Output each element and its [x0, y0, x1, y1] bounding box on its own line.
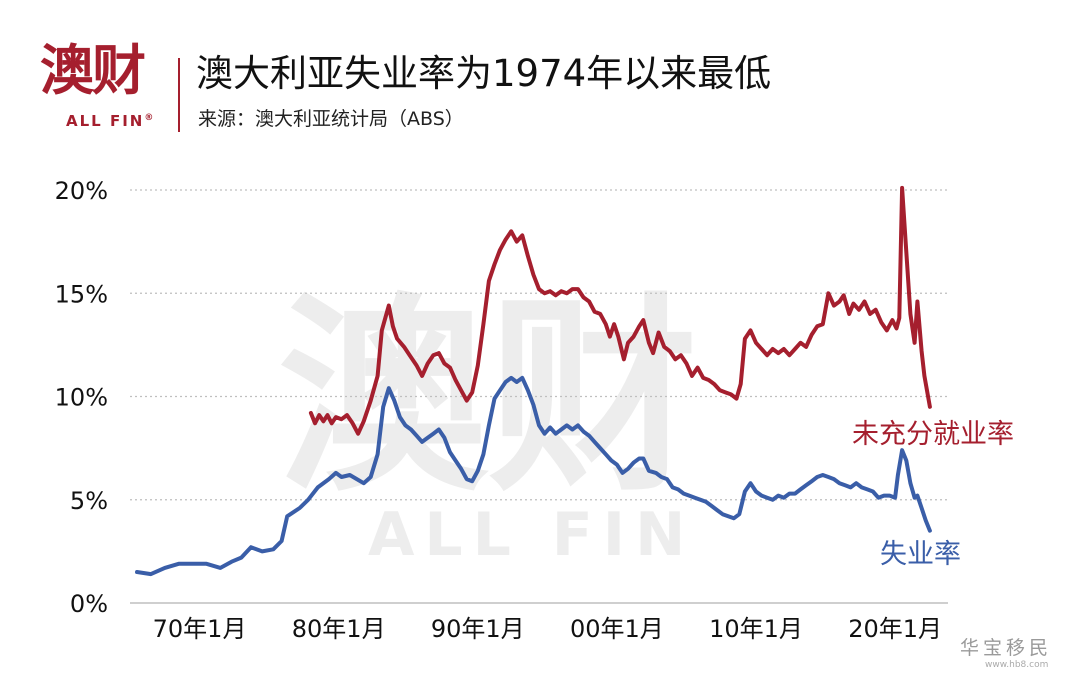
- y-tick-label: 0%: [70, 590, 108, 618]
- logo: 澳财: [40, 39, 146, 102]
- watermark-logo-en: ALL FIN: [368, 500, 695, 570]
- series: [135, 185, 932, 577]
- x-tick-label: 10年1月: [709, 615, 803, 643]
- watermark-logo-cn: 澳财: [278, 275, 698, 520]
- site-watermark: 华宝移民: [960, 637, 1053, 659]
- header: 澳财 ALL FIN® 澳大利亚失业率为1974年以来最低 来源：澳大利亚统计局…: [0, 0, 1086, 150]
- series-label-unemployment: 失业率: [880, 539, 961, 570]
- chart-source: 来源：澳大利亚统计局（ABS）: [198, 108, 464, 130]
- x-axis-ticks: 70年1月 80年1月 90年1月 00年1月 10年1月 20年1月: [153, 615, 942, 643]
- y-axis-ticks: 0% 5% 10% 15% 20%: [55, 177, 108, 618]
- grid: [130, 189, 948, 604]
- y-tick-label: 5%: [70, 487, 108, 515]
- series-label-underemployment: 未充分就业率: [852, 419, 1014, 450]
- x-tick-label: 90年1月: [431, 615, 525, 643]
- x-tick-label: 20年1月: [848, 615, 942, 643]
- registered-mark: ®: [144, 113, 156, 123]
- site-watermark-url: www.hb8.com: [985, 660, 1049, 670]
- y-tick-label: 20%: [55, 177, 108, 205]
- series-line-unemployment: [135, 375, 932, 577]
- x-tick-label: 80年1月: [292, 615, 386, 643]
- background-watermark: 澳财 ALL FIN: [278, 275, 698, 570]
- chart-title: 澳大利亚失业率为1974年以来最低: [196, 52, 772, 95]
- logo-wordmark: ALL FIN®: [66, 112, 156, 130]
- y-tick-label: 10%: [55, 384, 108, 412]
- y-tick-label: 15%: [55, 280, 108, 308]
- x-tick-label: 70年1月: [153, 615, 247, 643]
- series-line-underemployment: [308, 185, 932, 436]
- header-divider: [178, 58, 180, 132]
- x-tick-label: 00年1月: [570, 615, 664, 643]
